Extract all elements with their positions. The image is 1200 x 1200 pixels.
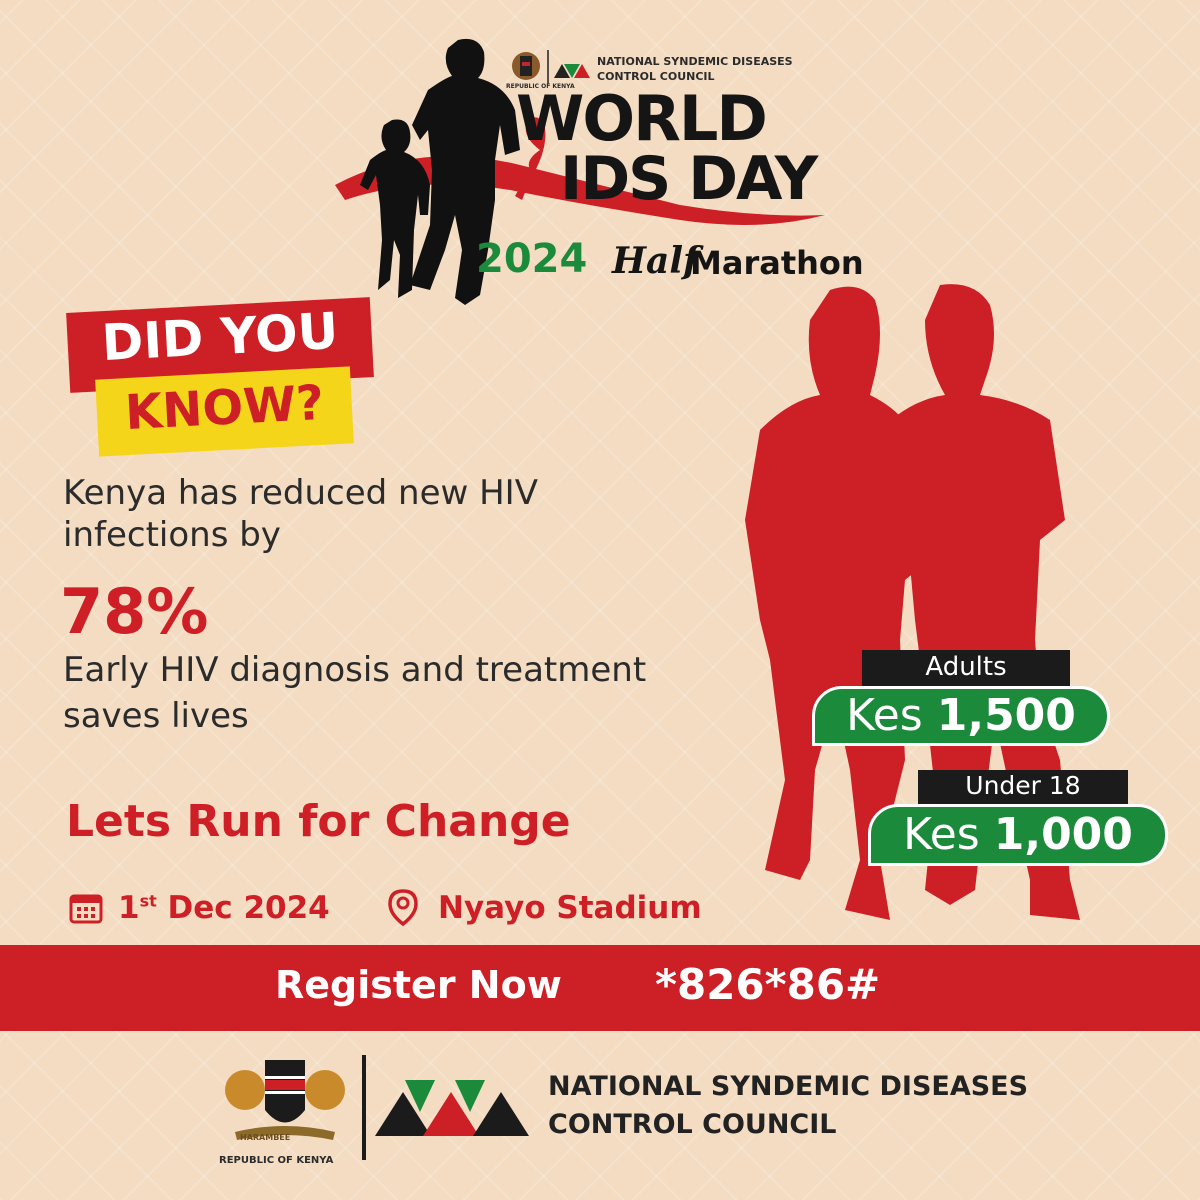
register-code: *826*86#: [655, 960, 881, 1009]
top-org-line: NATIONAL SYNDEMIC DISEASES: [597, 55, 793, 68]
footer-emblem-caption: REPUBLIC OF KENYA: [219, 1155, 334, 1166]
venue: Nyayo Stadium: [438, 890, 702, 926]
title-line2-end: DAY: [688, 144, 818, 214]
fact-stat: 78%: [60, 575, 209, 648]
footer-org-line: CONTROL COUNCIL: [548, 1109, 837, 1140]
top-logo-icons: [512, 50, 590, 84]
price-currency: Kes: [846, 690, 923, 741]
register-label: Register Now: [275, 963, 562, 1007]
calendar-icon: [69, 894, 103, 924]
fact-line: Kenya has reduced new HIV: [63, 473, 538, 513]
event-subtitle-script: Half: [612, 240, 699, 282]
event-year: 2024: [476, 236, 588, 282]
slogan: Lets Run for Change: [66, 796, 571, 847]
price-currency: Kes: [903, 809, 980, 860]
footer-emblem: [225, 1060, 345, 1140]
title-line2: IDS DAY: [560, 144, 818, 214]
date-suffix: st: [139, 891, 157, 911]
top-emblem-caption: REPUBLIC OF KENYA: [506, 83, 575, 90]
title-line1: WORLD: [516, 82, 768, 155]
date-rest: Dec 2024: [167, 890, 330, 926]
price-pill: [868, 804, 1168, 866]
event-date: 1st Dec 2024: [118, 890, 330, 926]
date-day: 1: [118, 890, 140, 926]
price-value: Kes 1,000: [868, 809, 1168, 860]
fact-line: infections by: [63, 515, 281, 555]
title-line2-part: IDS: [560, 144, 671, 214]
footer-org-line: NATIONAL SYNDEMIC DISEASES: [548, 1071, 1029, 1102]
price-value: Kes 1,500: [812, 690, 1110, 741]
location-icon: [388, 889, 418, 927]
event-subtitle: Marathon: [690, 244, 864, 282]
price-label: Under 18: [965, 771, 1081, 800]
price-label-box: [862, 650, 1070, 686]
top-org-line: CONTROL COUNCIL: [597, 70, 715, 83]
price-label-box: [918, 770, 1128, 804]
footer-divider: [362, 1055, 366, 1160]
footer-motto: HARAMBEE: [240, 1133, 291, 1142]
runner-silhouettes: [335, 38, 825, 305]
price-amount: 1,500: [936, 690, 1076, 741]
footer-logo-triangles: [375, 1080, 529, 1136]
message-line: Early HIV diagnosis and treatment: [63, 650, 647, 690]
price-pill: [812, 686, 1110, 746]
price-label: Adults: [925, 652, 1007, 682]
message-line: saves lives: [63, 696, 249, 736]
price-amount: 1,000: [993, 809, 1133, 860]
register-bar[interactable]: [0, 945, 1200, 1031]
